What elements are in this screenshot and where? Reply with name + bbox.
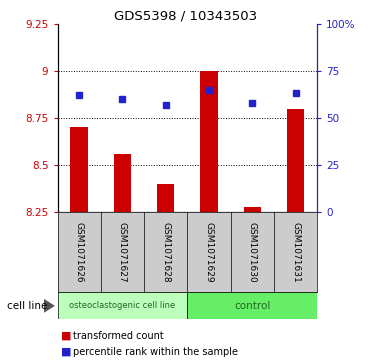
Bar [70, 127, 88, 212]
Text: transformed count: transformed count [73, 331, 164, 341]
Bar [157, 184, 174, 212]
Text: GSM1071629: GSM1071629 [204, 222, 213, 283]
Polygon shape [44, 299, 55, 313]
Bar [244, 207, 261, 212]
Text: control: control [234, 301, 270, 311]
Bar [58, 292, 187, 319]
Text: cell line: cell line [7, 301, 48, 311]
Bar [187, 292, 317, 319]
Text: GSM1071630: GSM1071630 [248, 222, 257, 283]
Text: GDS5398 / 10343503: GDS5398 / 10343503 [114, 9, 257, 22]
Text: ■: ■ [61, 331, 72, 341]
Bar [200, 71, 218, 212]
Text: GSM1071627: GSM1071627 [118, 222, 127, 283]
Text: osteoclastogenic cell line: osteoclastogenic cell line [69, 301, 175, 310]
Text: GSM1071631: GSM1071631 [291, 222, 300, 283]
Bar [287, 109, 304, 212]
Text: ■: ■ [61, 347, 72, 357]
Text: GSM1071628: GSM1071628 [161, 222, 170, 283]
Bar [114, 154, 131, 212]
Text: GSM1071626: GSM1071626 [75, 222, 83, 283]
Text: percentile rank within the sample: percentile rank within the sample [73, 347, 239, 357]
